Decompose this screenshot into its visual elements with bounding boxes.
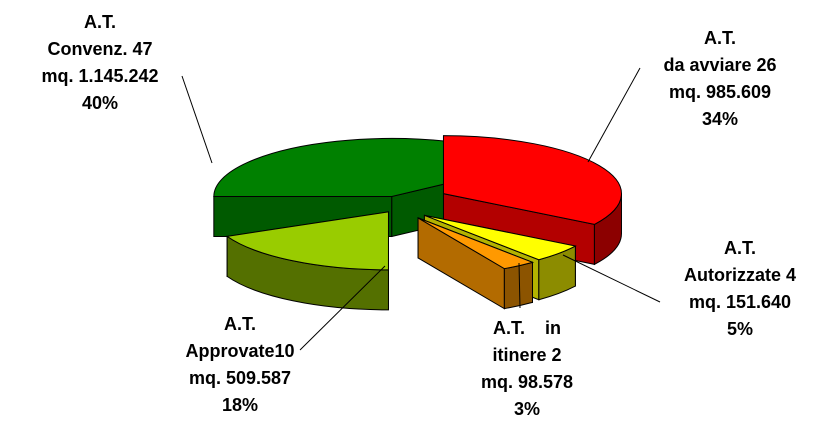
leader-line-4 [299,265,386,351]
slice-label-line: A.T. [84,12,116,32]
slice-label-line: mq. 985.609 [669,82,771,102]
slice-label-line: 40% [82,93,118,113]
slice-label-line: mq. 1.145.242 [41,66,158,86]
slice-label-line: 5% [727,319,753,339]
pie-slice-top-2 [424,214,577,261]
slice-label-3: A.T. in itinere 2 mq. 98.578 3% [481,318,573,419]
slice-label-line: Convenz. 47 [47,39,152,59]
leader-line-3 [518,262,521,309]
slice-label-4: A.T. Approvate10 mq. 509.587 18% [185,314,294,415]
slice-label-0: A.T. Convenz. 47 mq. 1.145.242 40% [41,12,158,113]
slice-label-line: mq. 98.578 [481,372,573,392]
leader-line-2 [562,254,661,303]
slice-label-line: 34% [702,109,738,129]
pie-slice-top-4 [225,211,389,271]
slice-label-line: 3% [514,399,540,419]
slice-label-2: A.T. Autorizzate 4 mq. 151.640 5% [684,238,796,339]
pie-slice-top-1 [442,135,622,225]
slice-label-line: da avviare 26 [663,55,776,75]
pie-slice-3 [417,217,535,310]
slice-label-line: mq. 151.640 [689,292,791,312]
slice-label-line: A.T. [724,238,756,258]
slice-label-line: A.T. [704,28,736,48]
leader-line-0 [181,75,213,164]
slice-label-line: 18% [222,395,258,415]
slice-label-line: mq. 509.587 [189,368,291,388]
slice-label-line: Approvate10 [185,341,294,361]
slice-label-line: A.T. [224,314,256,334]
pie-slice-wall-3-0 [503,261,533,310]
slice-label-line: Autorizzate 4 [684,265,796,285]
slice-label-line: itinere 2 [492,345,561,365]
pie-slice-4 [225,211,389,311]
slice-label-line: A.T. in [493,318,561,338]
leader-line-1 [587,67,641,163]
slice-label-1: A.T. da avviare 26 mq. 985.609 34% [663,28,776,129]
